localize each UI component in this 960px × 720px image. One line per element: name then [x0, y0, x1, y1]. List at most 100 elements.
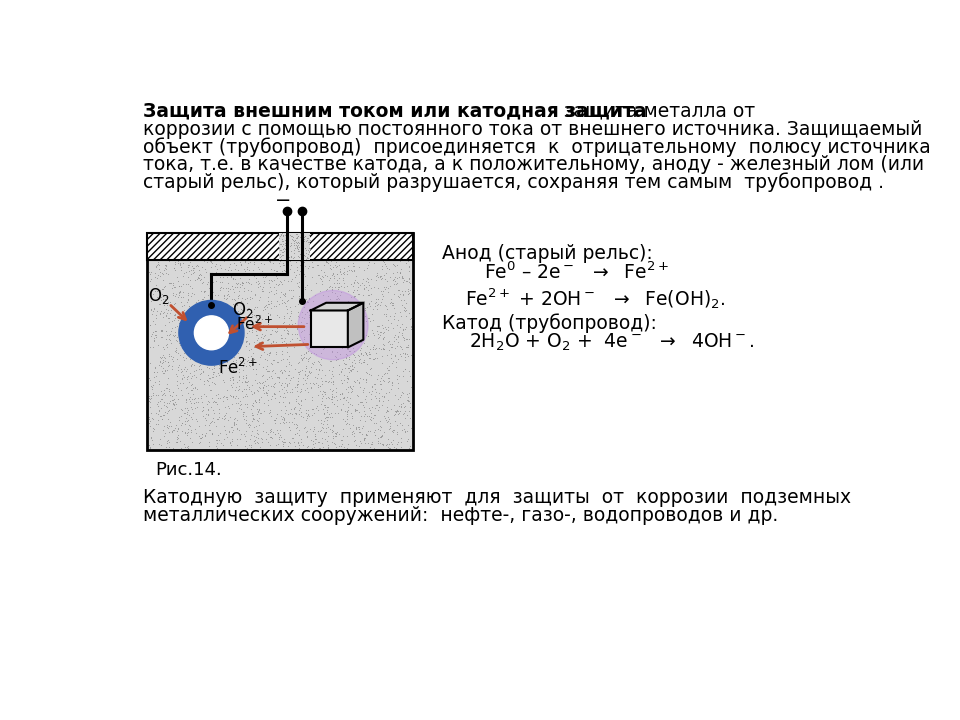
Point: [319, 414, 334, 426]
Point: [278, 266, 294, 278]
Point: [276, 289, 291, 301]
Point: [204, 256, 219, 268]
Point: [279, 295, 295, 307]
Point: [323, 281, 338, 292]
Point: [247, 434, 262, 446]
Point: [317, 309, 332, 320]
Point: [163, 246, 179, 257]
Point: [244, 343, 259, 354]
Point: [302, 367, 318, 379]
Point: [356, 405, 372, 416]
Point: [399, 348, 415, 359]
Point: [300, 441, 315, 452]
Point: [204, 401, 219, 413]
Point: [228, 331, 244, 343]
Point: [207, 298, 223, 310]
Point: [197, 379, 212, 390]
Point: [325, 420, 341, 432]
Point: [286, 247, 301, 258]
Point: [233, 259, 249, 271]
Point: [246, 421, 261, 433]
Point: [290, 357, 305, 369]
Point: [165, 356, 180, 367]
Point: [397, 351, 413, 362]
Point: [262, 372, 277, 383]
Point: [303, 252, 319, 264]
Point: [222, 316, 237, 328]
Point: [299, 233, 314, 244]
Point: [257, 376, 273, 387]
Point: [144, 432, 159, 444]
Point: [179, 240, 194, 251]
Point: [240, 257, 255, 269]
Point: [261, 407, 276, 418]
Point: [268, 348, 283, 360]
Point: [262, 426, 277, 438]
Point: [390, 284, 405, 295]
Point: [175, 374, 190, 385]
Point: [234, 326, 250, 338]
Point: [327, 312, 343, 323]
Point: [216, 343, 231, 354]
Point: [300, 440, 316, 451]
Point: [235, 246, 251, 257]
Point: [226, 324, 241, 336]
Point: [364, 274, 379, 285]
Point: [143, 330, 158, 342]
Point: [187, 382, 203, 394]
Point: [277, 297, 293, 309]
Point: [363, 352, 378, 364]
Point: [261, 291, 276, 302]
Point: [289, 418, 304, 429]
Point: [196, 404, 211, 415]
Point: [254, 433, 270, 445]
Point: [167, 308, 182, 320]
Point: [360, 273, 375, 284]
Point: [252, 382, 268, 394]
Point: [261, 365, 276, 377]
Point: [215, 395, 230, 407]
Point: [231, 381, 247, 392]
Point: [176, 240, 191, 251]
Point: [356, 295, 372, 307]
Point: [399, 376, 415, 387]
Point: [360, 437, 375, 449]
Point: [151, 293, 166, 305]
Point: [226, 351, 241, 363]
Point: [227, 416, 242, 428]
Point: [203, 309, 218, 320]
Point: [236, 407, 252, 418]
Point: [235, 331, 251, 343]
Point: [179, 278, 194, 289]
Point: [288, 228, 303, 240]
Point: [366, 328, 381, 339]
Point: [226, 250, 241, 261]
Point: [276, 243, 291, 255]
Point: [249, 384, 264, 396]
Point: [202, 326, 217, 338]
Point: [373, 343, 389, 354]
Point: [301, 230, 317, 241]
Point: [246, 359, 261, 370]
Point: [333, 242, 348, 253]
Point: [275, 377, 290, 389]
Point: [395, 329, 410, 341]
Point: [385, 377, 400, 388]
Point: [167, 263, 182, 274]
Point: [207, 260, 223, 271]
Point: [289, 427, 304, 438]
Point: [301, 351, 317, 363]
Point: [145, 379, 160, 390]
Point: [301, 328, 317, 340]
Point: [152, 395, 167, 407]
Point: [259, 373, 275, 384]
Point: [401, 238, 417, 249]
Point: [340, 409, 355, 420]
Point: [389, 407, 404, 418]
Point: [275, 297, 290, 309]
Point: [218, 333, 233, 344]
Point: [172, 258, 187, 270]
Point: [144, 328, 159, 340]
Point: [298, 247, 313, 258]
Point: [380, 405, 396, 416]
